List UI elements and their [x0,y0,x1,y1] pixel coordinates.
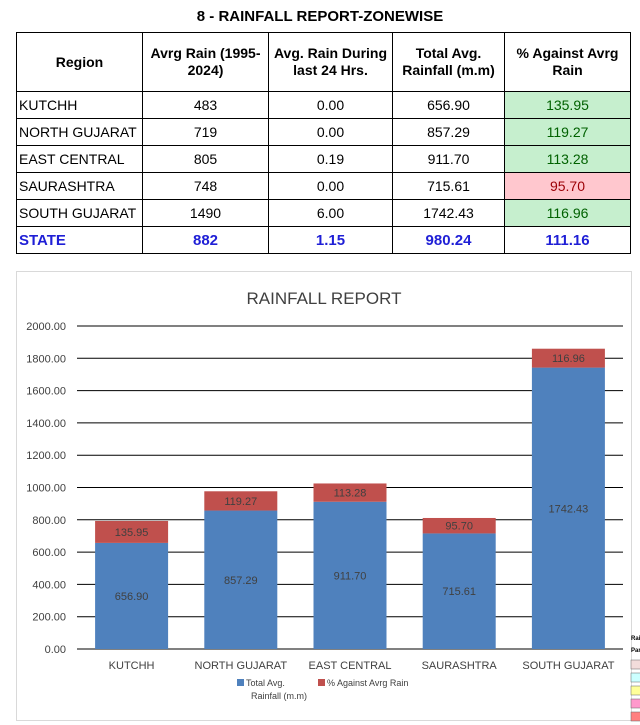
table-header-row: Region Avrg Rain (1995-2024) Avg. Rain D… [16,32,631,92]
state-total-rainfall: 980.24 [392,226,505,254]
total-rainfall-cell: 857.29 [392,118,505,146]
legend-label: Rainfall (m.m) [251,691,307,701]
edge-legend-swatch [630,672,640,683]
rainfall-table: Region Avrg Rain (1995-2024) Avg. Rain D… [16,32,631,254]
data-label: 116.96 [552,353,585,365]
data-label: 1742.43 [549,503,589,515]
total-rainfall-cell: 715.61 [392,172,505,200]
last-24-cell: 0.00 [268,172,393,200]
y-tick-label: 1600.00 [26,386,66,398]
header-total-rainfall: Total Avg. Rainfall (m.m) [392,32,505,92]
table-row: KUTCHH 483 0.00 656.90 135.95 [16,91,631,119]
bar-total-rainfall [531,367,605,649]
table-row: SOUTH GUJARAT 1490 6.00 1742.43 116.96 [16,199,631,227]
percent-cell: 113.28 [504,145,631,173]
avg-rain-cell: 748 [142,172,269,200]
bar-percent-against [422,517,496,534]
last-24-cell: 6.00 [268,199,393,227]
chart-title: RAINFALL REPORT [247,289,402,308]
region-cell: SAURASHTRA [16,172,143,200]
chart-canvas: RAINFALL REPORT 0.00 200.00 400.00 600.00 80… [26,289,623,701]
y-tick-label: 1200.00 [26,450,66,462]
state-total-row: STATE 882 1.15 980.24 111.16 [16,226,631,254]
state-percent: 111.16 [504,226,631,254]
legend-swatch [318,679,325,686]
edge-legend-swatch [630,698,640,709]
y-tick-label: 1400.00 [26,418,66,430]
avg-rain-cell: 805 [142,145,269,173]
table-row: NORTH GUJARAT 719 0.00 857.29 119.27 [16,118,631,146]
table-row: SAURASHTRA 748 0.00 715.61 95.70 [16,172,631,200]
edge-legend-label: Rai [631,636,640,642]
region-cell: EAST CENTRAL [16,145,143,173]
state-avg-rain: 882 [142,226,269,254]
edge-legend-label: Par [631,648,640,654]
last-24-cell: 0.00 [268,91,393,119]
region-cell: SOUTH GUJARAT [16,199,143,227]
percent-cell: 116.96 [504,199,631,227]
y-tick-label: 200.00 [32,612,66,624]
x-tick-label: SOUTH GUJARAT [522,660,614,672]
data-label: 656.90 [115,591,149,603]
x-tick-label: EAST CENTRAL [309,660,392,672]
percent-cell: 95.70 [504,172,631,200]
header-percent-against: % Against Avrg Rain [504,32,631,92]
x-tick-label: KUTCHH [109,660,155,672]
y-tick-label: 2000.00 [26,321,66,333]
data-label: 95.70 [445,521,473,533]
bar-percent-against [313,483,387,502]
bar-total-rainfall [313,501,387,649]
total-rainfall-cell: 911.70 [392,145,505,173]
rainfall-chart: RAINFALL REPORT 0.00 200.00 400.00 600.00 80… [16,271,632,721]
header-avg-rain: Avrg Rain (1995-2024) [142,32,269,92]
data-label: 119.27 [224,496,257,508]
state-label: STATE [16,226,143,254]
region-cell: NORTH GUJARAT [16,118,143,146]
table-row: EAST CENTRAL 805 0.19 911.70 113.28 [16,145,631,173]
partial-side-legend: Rai Par [630,636,640,722]
report-title: 8 - RAINFALL REPORT-ZONEWISE [196,8,444,25]
bar-percent-against [95,520,169,543]
bar-total-rainfall [204,510,278,649]
edge-legend-swatch [630,659,640,670]
percent-cell: 135.95 [504,91,631,119]
state-last-24: 1.15 [268,226,393,254]
data-label: 113.28 [334,488,367,500]
last-24-cell: 0.19 [268,145,393,173]
x-tick-label: NORTH GUJARAT [195,660,288,672]
bar-percent-against [204,491,278,511]
header-last-24-hrs: Avg. Rain During last 24 Hrs. [268,32,393,92]
total-rainfall-cell: 656.90 [392,91,505,119]
data-label: 715.61 [442,586,476,598]
avg-rain-cell: 719 [142,118,269,146]
avg-rain-cell: 483 [142,91,269,119]
x-tick-label: SAURASHTRA [422,660,498,672]
avg-rain-cell: 1490 [142,199,269,227]
edge-legend-swatch [630,685,640,696]
y-tick-label: 0.00 [45,644,66,656]
data-label: 135.95 [115,527,149,539]
y-tick-label: 1000.00 [26,483,66,495]
legend-label: % Against Avrg Rain [327,678,408,688]
y-tick-label: 400.00 [32,579,66,591]
bar-percent-against [531,348,605,368]
y-tick-label: 1800.00 [26,353,66,365]
percent-cell: 119.27 [504,118,631,146]
edge-legend-swatch [630,711,640,722]
total-rainfall-cell: 1742.43 [392,199,505,227]
bar-total-rainfall [95,542,169,649]
y-tick-label: 600.00 [32,547,66,559]
legend-label: Total Avg. [246,678,285,688]
legend-swatch [237,679,244,686]
header-region: Region [16,32,143,92]
y-tick-label: 800.00 [32,515,66,527]
last-24-cell: 0.00 [268,118,393,146]
data-label: 911.70 [334,570,367,582]
region-cell: KUTCHH [16,91,143,119]
data-label: 857.29 [224,575,258,587]
bar-total-rainfall [422,533,496,649]
